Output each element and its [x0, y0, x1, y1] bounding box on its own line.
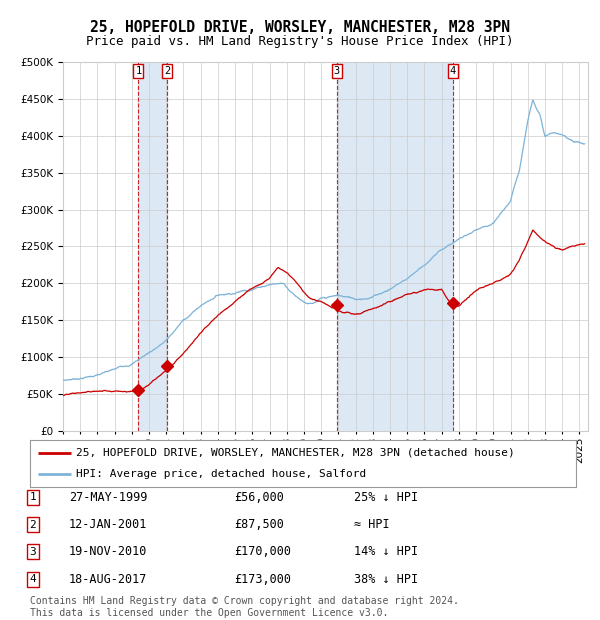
- Text: 1: 1: [135, 66, 142, 76]
- Text: 4: 4: [29, 574, 37, 584]
- Text: 1: 1: [29, 492, 37, 502]
- Text: 25% ↓ HPI: 25% ↓ HPI: [354, 491, 418, 503]
- Text: 38% ↓ HPI: 38% ↓ HPI: [354, 573, 418, 585]
- Text: 2: 2: [29, 520, 37, 529]
- Text: £173,000: £173,000: [234, 573, 291, 585]
- Text: £87,500: £87,500: [234, 518, 284, 531]
- Text: 27-MAY-1999: 27-MAY-1999: [69, 491, 148, 503]
- Text: 18-AUG-2017: 18-AUG-2017: [69, 573, 148, 585]
- Text: 25, HOPEFOLD DRIVE, WORSLEY, MANCHESTER, M28 3PN: 25, HOPEFOLD DRIVE, WORSLEY, MANCHESTER,…: [90, 20, 510, 35]
- Text: 3: 3: [29, 547, 37, 557]
- Text: HPI: Average price, detached house, Salford: HPI: Average price, detached house, Salf…: [76, 469, 367, 479]
- Text: Contains HM Land Registry data © Crown copyright and database right 2024.
This d: Contains HM Land Registry data © Crown c…: [30, 596, 459, 618]
- Text: 3: 3: [334, 66, 340, 76]
- Text: £170,000: £170,000: [234, 546, 291, 558]
- Bar: [139, 62, 167, 431]
- Text: 25, HOPEFOLD DRIVE, WORSLEY, MANCHESTER, M28 3PN (detached house): 25, HOPEFOLD DRIVE, WORSLEY, MANCHESTER,…: [76, 448, 515, 458]
- Text: 12-JAN-2001: 12-JAN-2001: [69, 518, 148, 531]
- Text: 19-NOV-2010: 19-NOV-2010: [69, 546, 148, 558]
- Text: 4: 4: [449, 66, 455, 76]
- Text: ≈ HPI: ≈ HPI: [354, 518, 389, 531]
- Bar: [337, 62, 452, 431]
- Text: 2: 2: [164, 66, 170, 76]
- Text: £56,000: £56,000: [234, 491, 284, 503]
- Text: Price paid vs. HM Land Registry's House Price Index (HPI): Price paid vs. HM Land Registry's House …: [86, 35, 514, 48]
- Text: 14% ↓ HPI: 14% ↓ HPI: [354, 546, 418, 558]
